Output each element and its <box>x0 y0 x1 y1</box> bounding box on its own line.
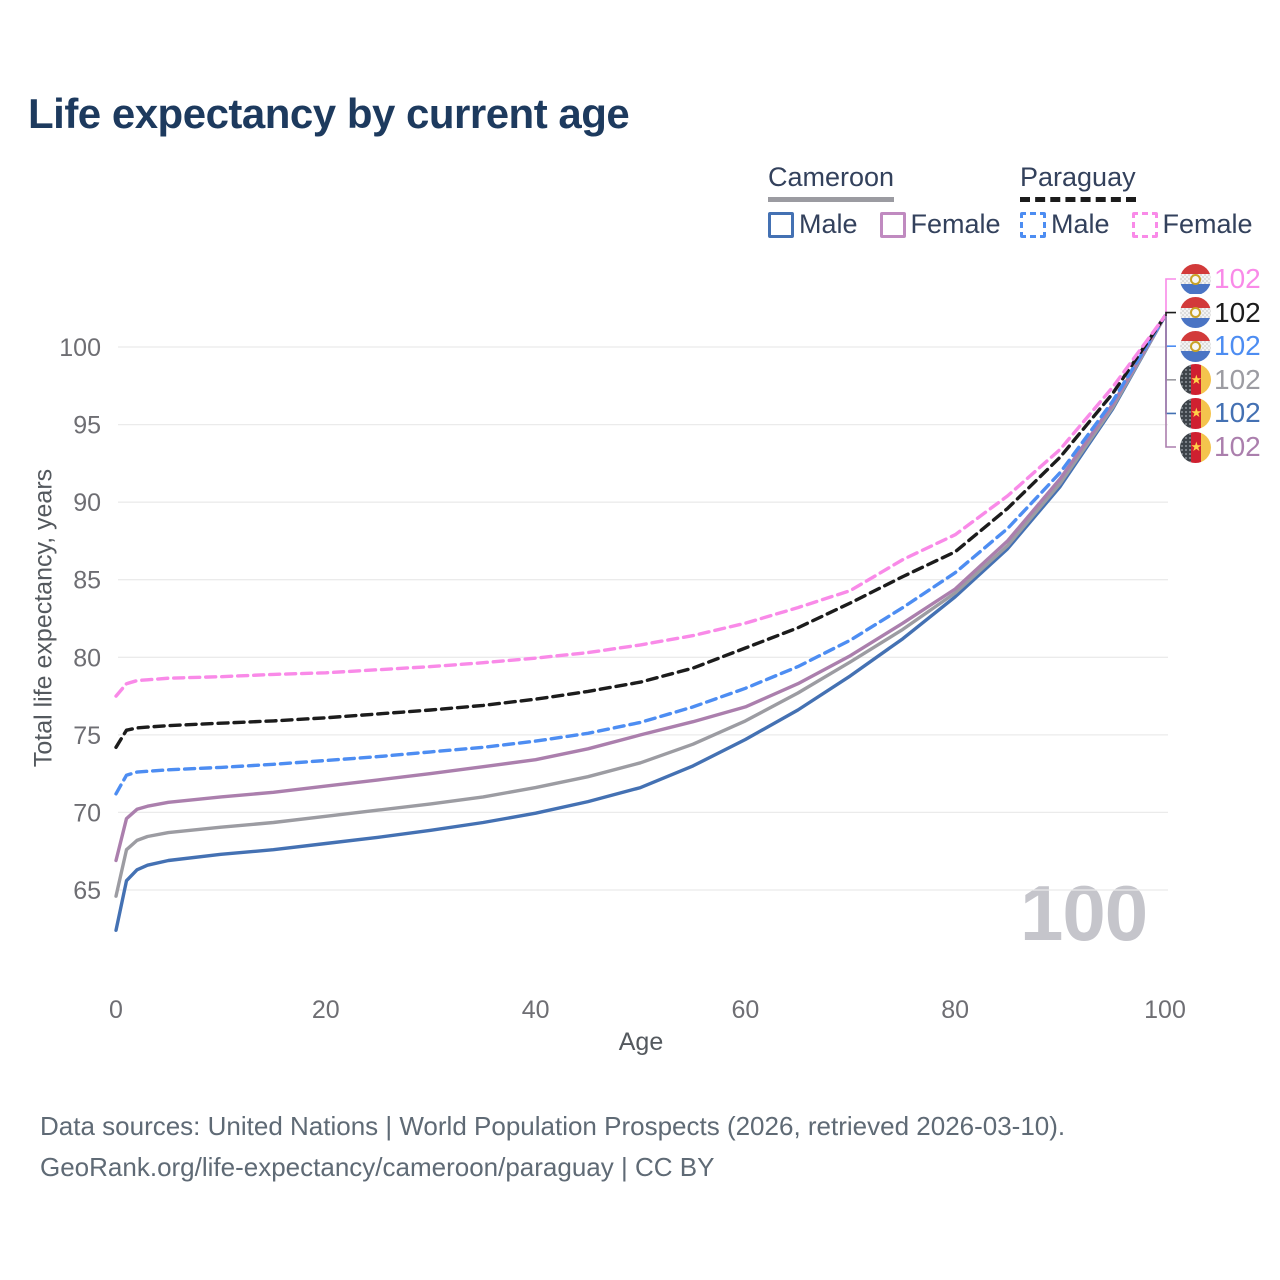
y-tick-label-80: 80 <box>73 644 101 672</box>
y-tick-label-95: 95 <box>73 412 101 440</box>
x-tick-label-40: 40 <box>522 996 550 1024</box>
y-tick-label-100: 100 <box>59 334 101 362</box>
paraguay-female-swatch-icon <box>1131 211 1158 238</box>
x-tick-label-80: 80 <box>941 996 969 1024</box>
x-tick-label-60: 60 <box>731 996 759 1024</box>
end-label-connector <box>1165 311 1176 316</box>
legend-item-label: Male <box>799 209 858 239</box>
legend-item-cameroon-male[interactable]: Male <box>768 209 858 240</box>
y-axis-title: Total life expectancy, years <box>29 468 58 768</box>
legend-items-cameroon: Male Female <box>768 209 1001 240</box>
x-tick-label-100: 100 <box>1144 996 1186 1024</box>
legend-group-paraguay: Paraguay Male Female <box>1020 162 1253 240</box>
legend-item-label: Female <box>910 209 1001 239</box>
chart-title: Life expectancy by current age <box>28 90 630 137</box>
legend-item-paraguay-male[interactable]: Male <box>1020 209 1110 240</box>
legend-group-cameroon: Cameroon Male Female <box>768 162 1001 240</box>
paraguay-male-swatch-icon <box>1020 211 1046 238</box>
legend-item-label: Male <box>1051 209 1110 239</box>
legend-item-label: Female <box>1162 209 1253 239</box>
series-line-paraguay-all[interactable] <box>114 314 1167 749</box>
footer-data-sources: Data sources: United Nations | World Pop… <box>40 1111 1066 1141</box>
end-label-connector <box>1165 278 1176 316</box>
legend-item-paraguay-female[interactable]: Female <box>1131 209 1253 240</box>
age-watermark: 100 <box>1020 869 1148 957</box>
cameroon-male-swatch-icon <box>768 211 794 238</box>
end-label-connector <box>1165 316 1176 415</box>
y-tick-label-65: 65 <box>73 877 101 905</box>
legend-header-paraguay[interactable]: Paraguay <box>1020 162 1136 202</box>
y-tick-label-70: 70 <box>73 799 101 827</box>
x-tick-label-20: 20 <box>312 996 340 1024</box>
y-tick-label-85: 85 <box>73 567 101 595</box>
x-axis-title: Age <box>618 1028 664 1056</box>
y-tick-label-75: 75 <box>73 722 101 750</box>
legend-item-cameroon-female[interactable]: Female <box>879 209 1001 240</box>
end-label-connector <box>1165 316 1176 347</box>
legend-items-paraguay: Male Female <box>1020 209 1253 240</box>
footer-attribution: GeoRank.org/life-expectancy/cameroon/par… <box>40 1152 715 1182</box>
footer: Data sources: United Nations | World Pop… <box>40 1106 1065 1188</box>
series-line-paraguay-female[interactable] <box>114 314 1167 698</box>
cameroon-female-swatch-icon <box>879 211 906 238</box>
legend-header-cameroon[interactable]: Cameroon <box>768 162 895 202</box>
end-label-connector <box>1165 316 1176 448</box>
series-line-cameroon-all[interactable] <box>114 314 1167 898</box>
end-label-connector <box>1165 316 1176 381</box>
series-line-cameroon-male[interactable] <box>114 314 1167 932</box>
series-line-paraguay-male[interactable] <box>114 314 1167 796</box>
series-line-cameroon-female[interactable] <box>114 314 1167 863</box>
x-tick-label-0: 0 <box>109 996 123 1024</box>
y-tick-label-90: 90 <box>73 489 101 517</box>
